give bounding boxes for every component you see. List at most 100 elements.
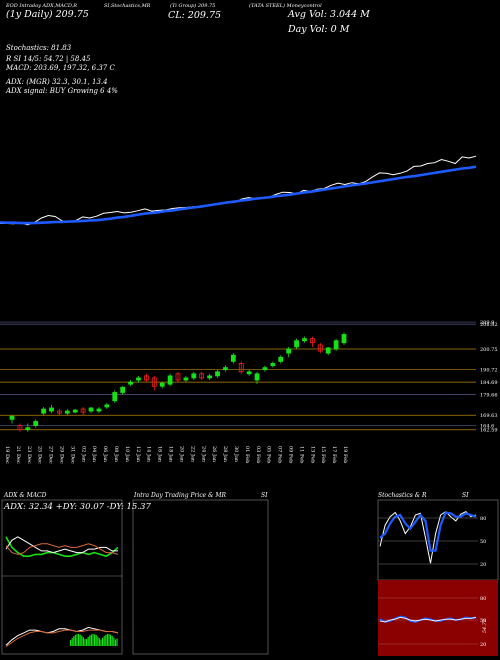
date-tick-label: 02 Jan bbox=[80, 446, 86, 463]
macd-histogram-bar bbox=[76, 634, 78, 646]
price-line bbox=[0, 155, 477, 226]
candle-body bbox=[309, 338, 315, 344]
date-tick-label: 11 Feb bbox=[298, 446, 304, 463]
macd-histogram-bar bbox=[78, 634, 80, 646]
header-line1-a: EOD Intraday ADX,MACD,R bbox=[6, 3, 78, 9]
candle-body bbox=[254, 373, 260, 381]
date-tick-label: 08 Jan bbox=[113, 446, 119, 463]
bottom-panels: 80 50 20 80 50 20 bbox=[1, 499, 499, 656]
stoch-readout: Stochastics: 81.83 bbox=[6, 44, 72, 52]
date-tick-label: 01 Feb bbox=[244, 446, 250, 463]
candle-body bbox=[96, 408, 102, 412]
header-line1-b: SI,Stochastics,MR bbox=[104, 3, 151, 9]
macd-histogram-bar bbox=[94, 634, 96, 646]
macd-histogram-bar bbox=[74, 634, 76, 646]
price-tick-label: 209.9 bbox=[480, 320, 494, 326]
date-tick-label: 26 Jan bbox=[211, 446, 217, 463]
stoch-tick-label: 50 bbox=[480, 539, 486, 545]
candle-body bbox=[175, 373, 181, 381]
intra-panel-si: SI bbox=[261, 492, 268, 499]
macd-histogram-bar bbox=[89, 635, 91, 646]
candles-layer bbox=[9, 332, 347, 432]
price-tick-label: 190.72 bbox=[480, 368, 498, 374]
candle-body bbox=[302, 338, 307, 342]
adx-layer bbox=[5, 536, 119, 648]
intraday-panel-frame bbox=[132, 499, 269, 655]
date-tick-label: 09 Feb bbox=[287, 446, 293, 463]
candle-body bbox=[25, 427, 31, 431]
adx-line bbox=[5, 536, 118, 554]
macd-histogram-bar bbox=[87, 636, 89, 646]
candle-body bbox=[159, 382, 165, 387]
moving-average-line bbox=[0, 165, 477, 225]
candle-body bbox=[270, 363, 276, 366]
candle-body bbox=[49, 407, 54, 412]
ma-layer bbox=[0, 155, 477, 226]
candle-body bbox=[167, 375, 173, 385]
macd-histogram-bar bbox=[103, 636, 105, 646]
candle-body bbox=[262, 367, 268, 371]
date-tick-label: 22 Jan bbox=[189, 446, 195, 463]
price-tick-label: 179.66 bbox=[480, 393, 498, 399]
date-tick-label: 24 Jan bbox=[200, 446, 206, 463]
macd-histogram-bar bbox=[110, 634, 112, 646]
intra-panel-title: Intra Day Trading Price & MR bbox=[134, 492, 227, 499]
header-line1-d: (TATA STEEL) Moneycontrol bbox=[249, 3, 322, 9]
candle-body bbox=[9, 415, 15, 420]
candle-body bbox=[278, 356, 284, 362]
candle-body bbox=[136, 377, 141, 381]
minus-di-line bbox=[5, 543, 119, 555]
candle-body bbox=[246, 371, 252, 375]
date-tick-label: 19 Feb bbox=[342, 446, 348, 463]
candle-body bbox=[151, 377, 157, 387]
candle-body bbox=[112, 392, 118, 402]
macd-histogram-bar bbox=[97, 636, 99, 646]
macd-histogram-bar bbox=[102, 637, 104, 646]
macd-histogram-bar bbox=[84, 639, 86, 646]
header-close: CL: 209.75 bbox=[168, 10, 222, 21]
candle-body bbox=[33, 421, 39, 426]
stochastic-d-line bbox=[379, 511, 477, 552]
date-tick-label: 14 Jan bbox=[146, 446, 152, 463]
macd-histogram-bar bbox=[90, 634, 92, 646]
macd-histogram-bar bbox=[81, 635, 83, 646]
rsi-readout: R SI 14/5: 54.72 | 58.45 bbox=[6, 55, 91, 63]
macd-histogram-bar bbox=[95, 635, 97, 646]
date-tick-label: 23 Dec bbox=[26, 446, 32, 464]
stoch-layer: 80 50 20 80 50 20 bbox=[378, 510, 486, 648]
candle-body bbox=[143, 375, 149, 381]
price-tick-label: 184.69 bbox=[480, 380, 498, 386]
date-tick-label: 04 Jan bbox=[91, 446, 97, 463]
date-tick-label: 30 Jan bbox=[233, 446, 239, 463]
date-tick-label: 17 Feb bbox=[331, 446, 337, 463]
candle-body bbox=[191, 373, 197, 379]
date-tick-label: 28 Jan bbox=[222, 446, 228, 463]
date-tick-label: 06 Jan bbox=[102, 446, 108, 463]
date-tick-label: 07 Feb bbox=[277, 446, 283, 463]
rsi-tick-label: 50 bbox=[480, 618, 486, 624]
macd-histogram-bar bbox=[108, 634, 110, 646]
candle-body bbox=[183, 377, 189, 381]
stoch-tick-label: 80 bbox=[480, 516, 486, 522]
price-tick-label: 200.75 bbox=[480, 347, 498, 353]
price-gridlines bbox=[0, 321, 476, 431]
stoch-panel-title: Stochastics & R bbox=[378, 492, 427, 499]
date-tick-label: 13 Feb bbox=[309, 446, 315, 463]
date-tick-label: 15 Feb bbox=[320, 446, 326, 463]
candle-body bbox=[88, 407, 94, 412]
adx-signal-readout: ADX signal: BUY Growing 6 4% bbox=[6, 87, 118, 95]
date-tick-label: 21 Dec bbox=[15, 446, 21, 464]
header-line1-c: (Ti Group) 209.75 bbox=[170, 3, 216, 9]
date-tick-label: 25 Dec bbox=[37, 446, 43, 464]
date-tick-label: 20 Jan bbox=[178, 446, 184, 463]
macd-histogram-bar bbox=[98, 638, 100, 646]
macd-histogram-bar bbox=[113, 637, 115, 646]
adx-panel-title: ADX & MACD bbox=[4, 492, 47, 499]
adx-readout: ADX: (MGR) 32.3, 30.1, 13.4 bbox=[6, 78, 108, 86]
candle-body bbox=[223, 367, 228, 371]
date-tick-label: 05 Feb bbox=[266, 446, 272, 463]
candle-body bbox=[64, 410, 70, 414]
stoch-tick-label: 20 bbox=[480, 562, 486, 568]
stoch-panel-si: SI bbox=[462, 492, 469, 499]
